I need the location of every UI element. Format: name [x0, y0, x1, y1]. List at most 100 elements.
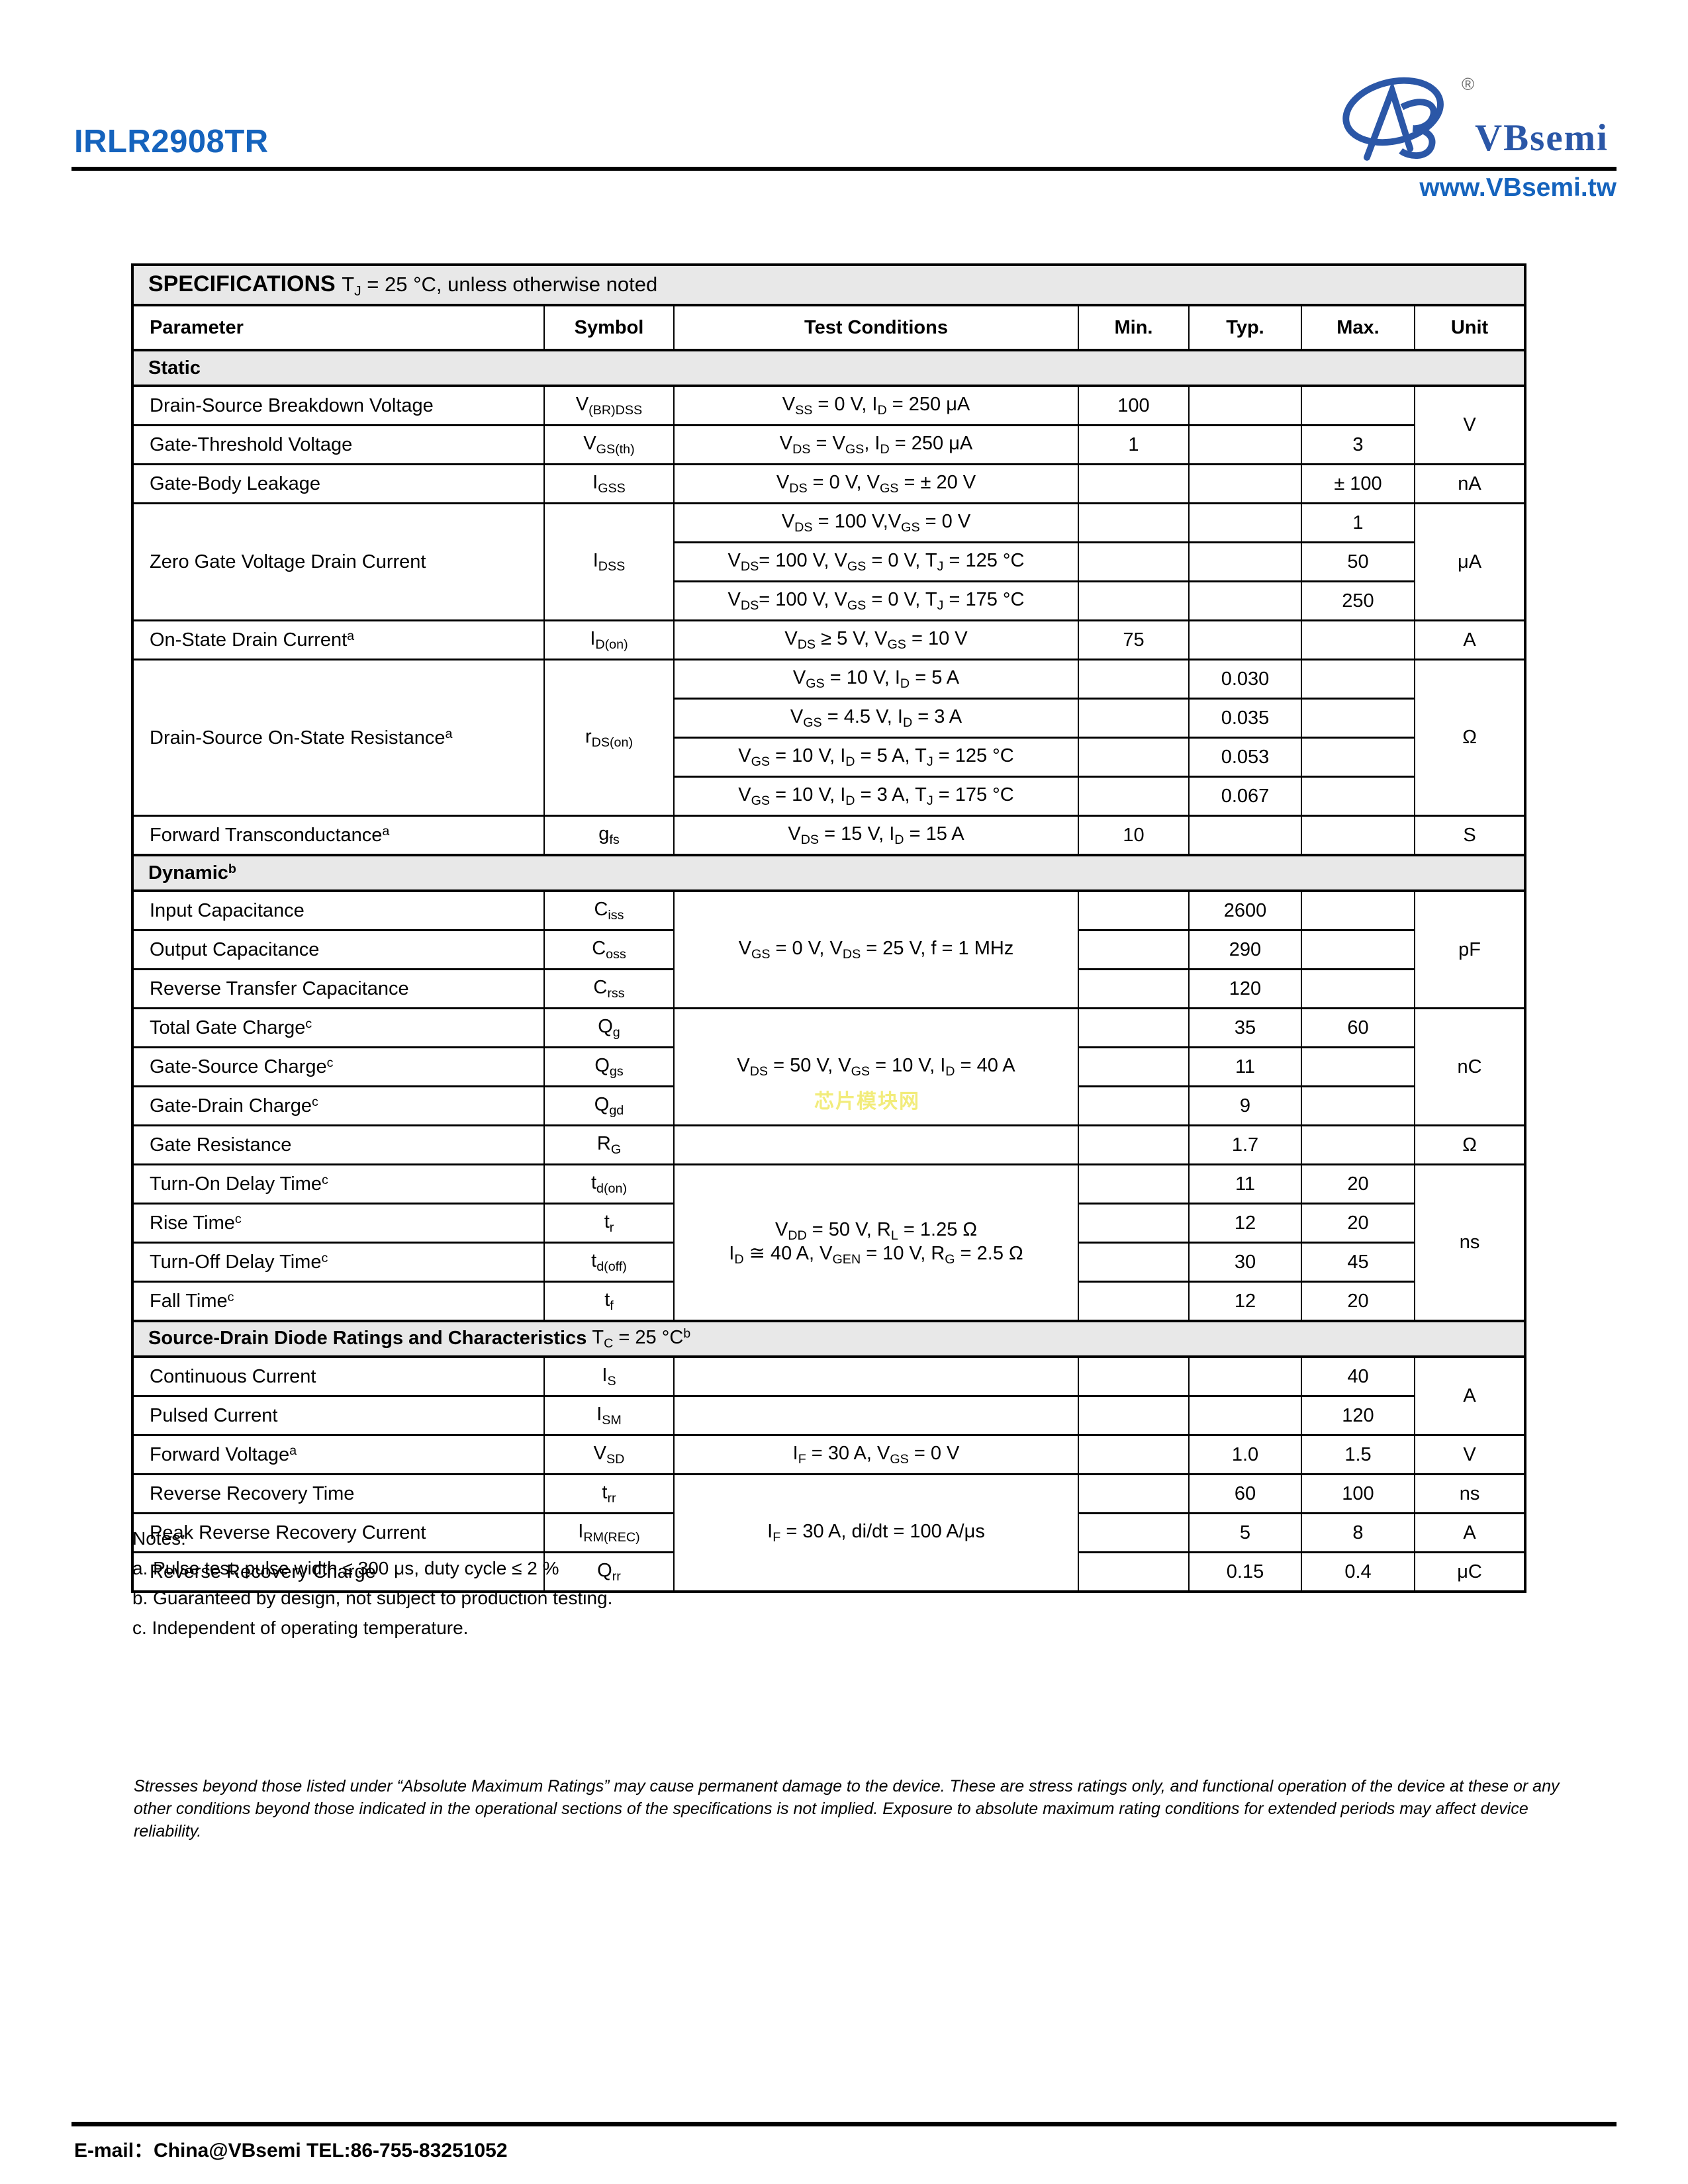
table-row: Reverse Recovery Time trr IF = 30 A, di/dt…: [132, 1473, 1526, 1593]
cell-symbol: RG: [543, 1124, 675, 1165]
cell-unit: A: [1413, 1355, 1526, 1436]
cell-test-conditions: VDS = 15 V, ID = 15 A: [673, 815, 1079, 856]
table-row: VGS = 10 V, ID = 3 A, TJ = 175 °C 0.067: [132, 776, 1525, 817]
cell-max: 120: [1301, 1395, 1415, 1436]
cell-symbol: IRM(REC): [543, 1512, 675, 1553]
cell-min: [1078, 889, 1190, 931]
cell-unit: ns: [1413, 1163, 1526, 1322]
table-row: Forward Transconductancea gfs VDS = 15 V, …: [132, 815, 1526, 856]
cell-symbol: Qg: [543, 1007, 675, 1048]
cell-min: [1078, 1203, 1190, 1244]
cell-symbol: tf: [543, 1281, 675, 1322]
cell-parameter: Gate-Threshold Voltage: [132, 424, 545, 465]
cell-unit: V: [1413, 1434, 1526, 1475]
cell-test-conditions: VDS= 100 V, VGS = 0 V, TJ = 125 °C: [673, 541, 1079, 582]
cell-unit: μA: [1413, 502, 1526, 621]
table-row: Input Capacitance Ciss VGS = 0 V, VDS = 25…: [132, 889, 1526, 1009]
cell-typ: 0.053: [1188, 737, 1302, 778]
cell-typ: 0.067: [1188, 776, 1302, 817]
cell-parameter: Forward Voltagea: [132, 1434, 545, 1475]
cell-min: [1078, 1355, 1190, 1397]
cell-unit: Ω: [1413, 659, 1526, 817]
column-header-unit: Unit: [1413, 304, 1526, 351]
table-row: VGS = 4.5 V, ID = 3 A 0.035: [132, 698, 1525, 739]
cell-test-conditions: VDS ≥ 5 V, VGS = 10 V: [673, 619, 1079, 660]
cell-max: 8: [1301, 1512, 1415, 1553]
table-row: Pulsed Current ISM 120: [132, 1395, 1525, 1436]
cell-test-conditions: [673, 1124, 1079, 1165]
cell-max: [1301, 1124, 1415, 1165]
cell-typ: 120: [1188, 968, 1302, 1009]
cell-typ: 2600: [1188, 889, 1302, 931]
cell-max: [1301, 815, 1415, 856]
cell-symbol: IGSS: [543, 463, 675, 504]
cell-test-conditions: VDS = 0 V, VGS = ± 20 V: [673, 463, 1079, 504]
cell-parameter: Peak Reverse Recovery Current: [132, 1512, 545, 1553]
cell-parameter: Gate-Drain Chargec: [132, 1085, 545, 1126]
cell-parameter: Drain-Source Breakdown Voltage: [132, 385, 545, 426]
cell-test-conditions: VDD = 50 V, RL = 1.25 Ω ID ≅ 40 A, VGEN =…: [673, 1163, 1079, 1322]
table-row: Zero Gate Voltage Drain Current IDSS VDS =…: [132, 502, 1526, 621]
cell-min: [1078, 1512, 1190, 1553]
section-header-0-cell: Static: [131, 349, 1526, 387]
cell-test-conditions: IF = 30 A, VGS = 0 V: [673, 1434, 1079, 1475]
cell-max: 0.4: [1301, 1551, 1415, 1593]
header-rule: [71, 167, 1617, 171]
cell-max: [1301, 968, 1415, 1009]
cell-min: [1078, 698, 1190, 739]
cell-min: 75: [1078, 619, 1190, 660]
cell-typ: [1188, 1395, 1302, 1436]
cell-typ: 1.0: [1188, 1434, 1302, 1475]
cell-parameter: Forward Transconductancea: [132, 815, 545, 856]
cell-max: 50: [1301, 541, 1415, 582]
cell-typ: [1188, 815, 1302, 856]
cell-test-conditions: [673, 1395, 1079, 1436]
cell-symbol: gfs: [543, 815, 675, 856]
cell-max: ± 100: [1301, 463, 1415, 504]
cell-parameter: Reverse Recovery Time: [132, 1473, 545, 1514]
cell-symbol: Qgd: [543, 1085, 675, 1126]
cell-typ: [1188, 541, 1302, 582]
cell-symbol: rDS(on): [543, 659, 675, 817]
cell-parameter: Pulsed Current: [132, 1395, 545, 1436]
cell-symbol: VSD: [543, 1434, 675, 1475]
cell-parameter: Turn-On Delay Timec: [132, 1163, 545, 1205]
column-header-max: Max.: [1301, 304, 1415, 351]
cell-symbol: Qrr: [543, 1551, 675, 1593]
cell-max: [1301, 1085, 1415, 1126]
footer-rule: [71, 2122, 1617, 2126]
specifications-table: SPECIFICATIONS TJ = 25 °C, unless otherw…: [131, 263, 1527, 1593]
cell-symbol: VGS(th): [543, 424, 675, 465]
cell-typ: 290: [1188, 929, 1302, 970]
cell-max: 100: [1301, 1473, 1415, 1514]
cell-test-conditions: VDS = VGS, ID = 250 μA: [673, 424, 1079, 465]
part-number-title: IRLR2908TR: [74, 124, 269, 159]
cell-max: 3: [1301, 424, 1415, 465]
cell-symbol: ID(on): [543, 619, 675, 660]
cell-max: [1301, 698, 1415, 739]
cell-typ: 12: [1188, 1281, 1302, 1322]
table-row: Drain-Source Breakdown Voltage V(BR)DSS VS…: [132, 385, 1526, 465]
notes: Notes: a. Pulse test; pulse width ≤ 300 …: [132, 1524, 612, 1643]
column-header-row: Parameter Symbol Test Conditions Min. Typ. Ma…: [132, 304, 1526, 351]
cell-typ: 11: [1188, 1046, 1302, 1087]
cell-parameter: Input Capacitance: [132, 889, 545, 931]
cell-symbol: Ciss: [543, 889, 675, 931]
cell-typ: [1188, 1355, 1302, 1397]
cell-unit: V: [1413, 385, 1526, 465]
cell-typ: 5: [1188, 1512, 1302, 1553]
cell-min: [1078, 580, 1190, 621]
cell-min: [1078, 1163, 1190, 1205]
cell-max: [1301, 619, 1415, 660]
disclaimer-text: Stresses beyond those listed under “Abso…: [134, 1777, 1560, 1841]
cell-parameter: Drain-Source On-State Resistancea: [132, 659, 545, 817]
cell-parameter: Total Gate Chargec: [132, 1007, 545, 1048]
table-title-row: SPECIFICATIONS TJ = 25 °C, unless otherw…: [131, 263, 1526, 306]
table-row: Gate-Drain Chargec Qgd 9: [132, 1085, 1525, 1126]
cell-parameter: Rise Timec: [132, 1203, 545, 1244]
cell-min: 10: [1078, 815, 1190, 856]
cell-parameter: Reverse Transfer Capacitance: [132, 968, 545, 1009]
cell-test-conditions: VGS = 4.5 V, ID = 3 A: [673, 698, 1079, 739]
cell-min: [1078, 929, 1190, 970]
table-row: Gate Resistance RG 1.7 Ω: [132, 1124, 1526, 1165]
